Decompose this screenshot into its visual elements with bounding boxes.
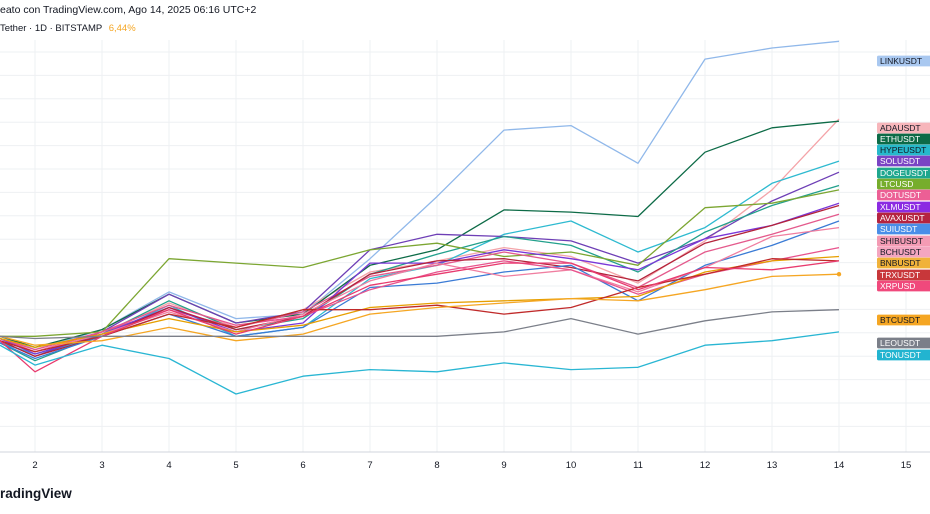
series-line-avaxusdt (0, 204, 840, 357)
legend-tag-bg (877, 178, 930, 190)
series-line-ethusdt (0, 120, 840, 349)
legend-tag-bg (877, 269, 930, 281)
grid-lines (0, 40, 930, 452)
legend-tag-label: SOLUSDT (880, 156, 920, 166)
legend-tag-bg (877, 223, 930, 235)
series-line-dotusdt (0, 213, 840, 353)
legend-tag-suiusdt[interactable]: SUIUSDT (877, 223, 930, 235)
series-line-linkusdt (0, 40, 840, 351)
legend-tag-bg (877, 280, 930, 292)
legend-tag-bg (877, 337, 930, 349)
legend-tag-ltcusd[interactable]: LTCUSD (877, 178, 930, 190)
legend-tag-label: LINKUSDT (880, 56, 922, 66)
x-tick-label: 2 (32, 460, 37, 471)
x-tick-label: 14 (834, 460, 845, 471)
x-tick-label: 13 (767, 460, 778, 471)
legend-tag-label: LEOUSDT (880, 338, 920, 348)
legend-tag-label: DOGEUSDT (880, 168, 928, 178)
legend-tag-bg (877, 349, 930, 361)
legend-tag-linkusdt[interactable]: LINKUSDT (877, 55, 930, 67)
legend-tag-leousdt[interactable]: LEOUSDT (877, 337, 930, 349)
x-tick-label: 9 (501, 460, 506, 471)
legend-tag-bchusdt[interactable]: BCHUSDT (877, 246, 930, 258)
legend-tag-label: TRXUSDT (880, 270, 920, 280)
legend-tag-bg (877, 314, 930, 326)
symbol-caption: Tether · 1D · BITSTAMP 6,44% (0, 23, 136, 34)
legend-tag-adausdt[interactable]: ADAUSDT (877, 122, 930, 134)
legend-tag-avaxusdt[interactable]: AVAXUSDT (877, 212, 930, 224)
series-line-xrpusd (0, 260, 840, 373)
legend-tag-dogeusdt[interactable]: DOGEUSDT (877, 167, 930, 179)
x-tick-label: 11 (633, 460, 643, 471)
legend-tag-label: TONUSDT (880, 350, 921, 360)
symbol-info: Tether · 1D · BITSTAMP (0, 23, 103, 34)
series-line-leousdt (0, 309, 840, 340)
x-axis: 2 3 4 5 6 7 8 9 10 11 12 13 14 15 (0, 451, 930, 471)
x-tick-label: 3 (99, 460, 104, 471)
legend-tag-label: SHIBUSDT (880, 236, 923, 246)
series-line-bnbusdt (0, 255, 840, 349)
legend-tag-bg (877, 212, 930, 224)
legend-tag-bg (877, 167, 930, 179)
legend-tag-trxusdt[interactable]: TRXUSDT (877, 269, 930, 281)
legend-tag-label: LTCUSD (880, 179, 913, 189)
x-tick-label: 4 (166, 460, 171, 471)
legend-tag-label: ADAUSDT (880, 123, 921, 133)
legend-tag-bg (877, 235, 930, 247)
legend-tag-bg (877, 201, 930, 213)
chart-created-caption: eato con TradingView.com, Ago 14, 2025 0… (0, 4, 257, 16)
legend-tag-bg (877, 55, 930, 67)
legend-tag-xlmusdt[interactable]: XLMUSDT (877, 201, 930, 213)
legend-tag-label: BCHUSDT (880, 247, 921, 257)
legend-tag-xrpusd[interactable]: XRPUSD (877, 280, 930, 292)
legend-tag-hypeusdt[interactable]: HYPEUSDT (877, 144, 930, 156)
btc-last-point (836, 272, 842, 277)
x-tick-label: 10 (566, 460, 577, 471)
series-line-xlmusdt (0, 202, 840, 355)
legend-tag-label: BTCUSDT (880, 315, 920, 325)
x-tick-label: 6 (300, 460, 305, 471)
series-line-solusdt (0, 171, 840, 357)
legend-tag-label: SUIUSDT (880, 224, 917, 234)
x-tick-label: 12 (700, 460, 711, 471)
legend-tag-bg (877, 122, 930, 134)
legend-tag-dotusdt[interactable]: DOTUSDT (877, 189, 930, 201)
series-line-trxusdt (0, 258, 840, 353)
tradingview-logo: radingView (0, 486, 72, 501)
legend-tag-bg (877, 257, 930, 269)
series-line-btcusdt (0, 273, 840, 346)
legend-tag-bnbusdt[interactable]: BNBUSDT (877, 257, 930, 269)
legend-tag-label: BNBUSDT (880, 258, 921, 268)
legend-tag-bg (877, 133, 930, 145)
legend-tag-bg (877, 189, 930, 201)
legend-tag-label: HYPEUSDT (880, 145, 926, 155)
series-line-ltcusd (0, 189, 840, 337)
legend-tag-label: DOTUSDT (880, 190, 921, 200)
x-tick-label: 7 (367, 460, 372, 471)
legend-tag-label: XRPUSD (880, 281, 915, 291)
legend-tag-ethusdt[interactable]: ETHUSDT (877, 133, 930, 145)
series-line-bchusdt (0, 246, 840, 351)
x-tick-label: 15 (901, 460, 912, 471)
x-tick-label: 8 (434, 460, 439, 471)
series-line-tonusdt (0, 331, 840, 395)
legend-tag-label: AVAXUSDT (880, 213, 925, 223)
legend-tag-tonusdt[interactable]: TONUSDT (877, 349, 930, 361)
legend-tag-bg (877, 246, 930, 258)
x-tick-label: 5 (233, 460, 238, 471)
series-lines (0, 40, 842, 395)
price-change: 6,44% (108, 23, 136, 34)
legend-tag-shibusdt[interactable]: SHIBUSDT (877, 235, 930, 247)
legend-tag-bg (877, 155, 930, 167)
legend-tag-label: ETHUSDT (880, 134, 920, 144)
legend-tag-label: XLMUSDT (880, 202, 921, 212)
legend-tag-bg (877, 144, 930, 156)
legend-tag-btcusdt[interactable]: BTCUSDT (877, 314, 930, 326)
legend-tag-solusdt[interactable]: SOLUSDT (877, 155, 930, 167)
